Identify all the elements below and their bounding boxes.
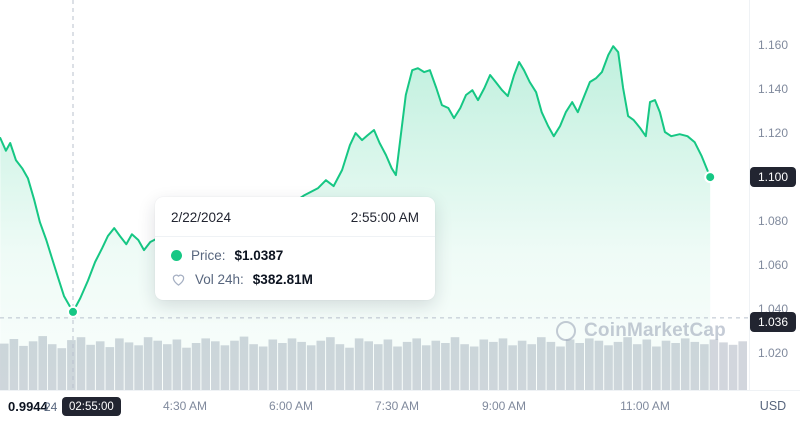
y-axis-label: 1.160 xyxy=(757,38,789,53)
currency-unit-label: USD xyxy=(759,399,787,413)
x-axis-label: 6:00 AM xyxy=(268,399,314,413)
y-axis-label: 1.140 xyxy=(757,82,789,97)
price-series-dot-icon xyxy=(171,250,182,261)
tooltip-price-label: Price: xyxy=(191,248,226,263)
tooltip-date: 2/22/2024 xyxy=(171,210,232,225)
last-price-marker xyxy=(704,171,717,184)
y-axis-label: 1.020 xyxy=(757,346,789,361)
low-price-label: 0.9944 xyxy=(8,399,48,414)
tooltip-price-value: $1.0387 xyxy=(234,248,284,263)
time-axis-separator xyxy=(0,390,800,391)
y-axis-label: 1.080 xyxy=(757,214,789,229)
crosshair-point-marker xyxy=(67,305,79,318)
tooltip-vol-label: Vol 24h: xyxy=(195,272,244,287)
y-axis-label: 1.120 xyxy=(757,126,789,141)
crosshair-price-badge: 1.036 xyxy=(750,311,796,332)
tooltip-divider xyxy=(155,236,435,237)
tooltip-vol-value: $382.81M xyxy=(252,272,313,287)
heart-icon xyxy=(172,274,185,286)
x-axis-label: 9:00 AM xyxy=(481,399,527,413)
current-price-badge: 1.100 xyxy=(750,167,796,188)
chart-tooltip: 2/22/2024 2:55:00 AM Price: $1.0387 Vol … xyxy=(155,197,435,300)
crosshair-time-badge: 02:55:00 xyxy=(62,397,121,416)
price-chart[interactable] xyxy=(0,0,752,390)
crosshair-date-partial: 24 xyxy=(44,400,58,414)
y-axis-label: 1.060 xyxy=(757,258,789,273)
x-axis-label: 11:00 AM xyxy=(620,399,670,413)
price-axis-separator xyxy=(749,0,750,390)
price-line xyxy=(0,45,712,313)
tooltip-time: 2:55:00 AM xyxy=(350,210,419,225)
x-axis-label: 4:30 AM xyxy=(162,399,208,413)
x-axis-label: 7:30 AM xyxy=(374,399,420,413)
